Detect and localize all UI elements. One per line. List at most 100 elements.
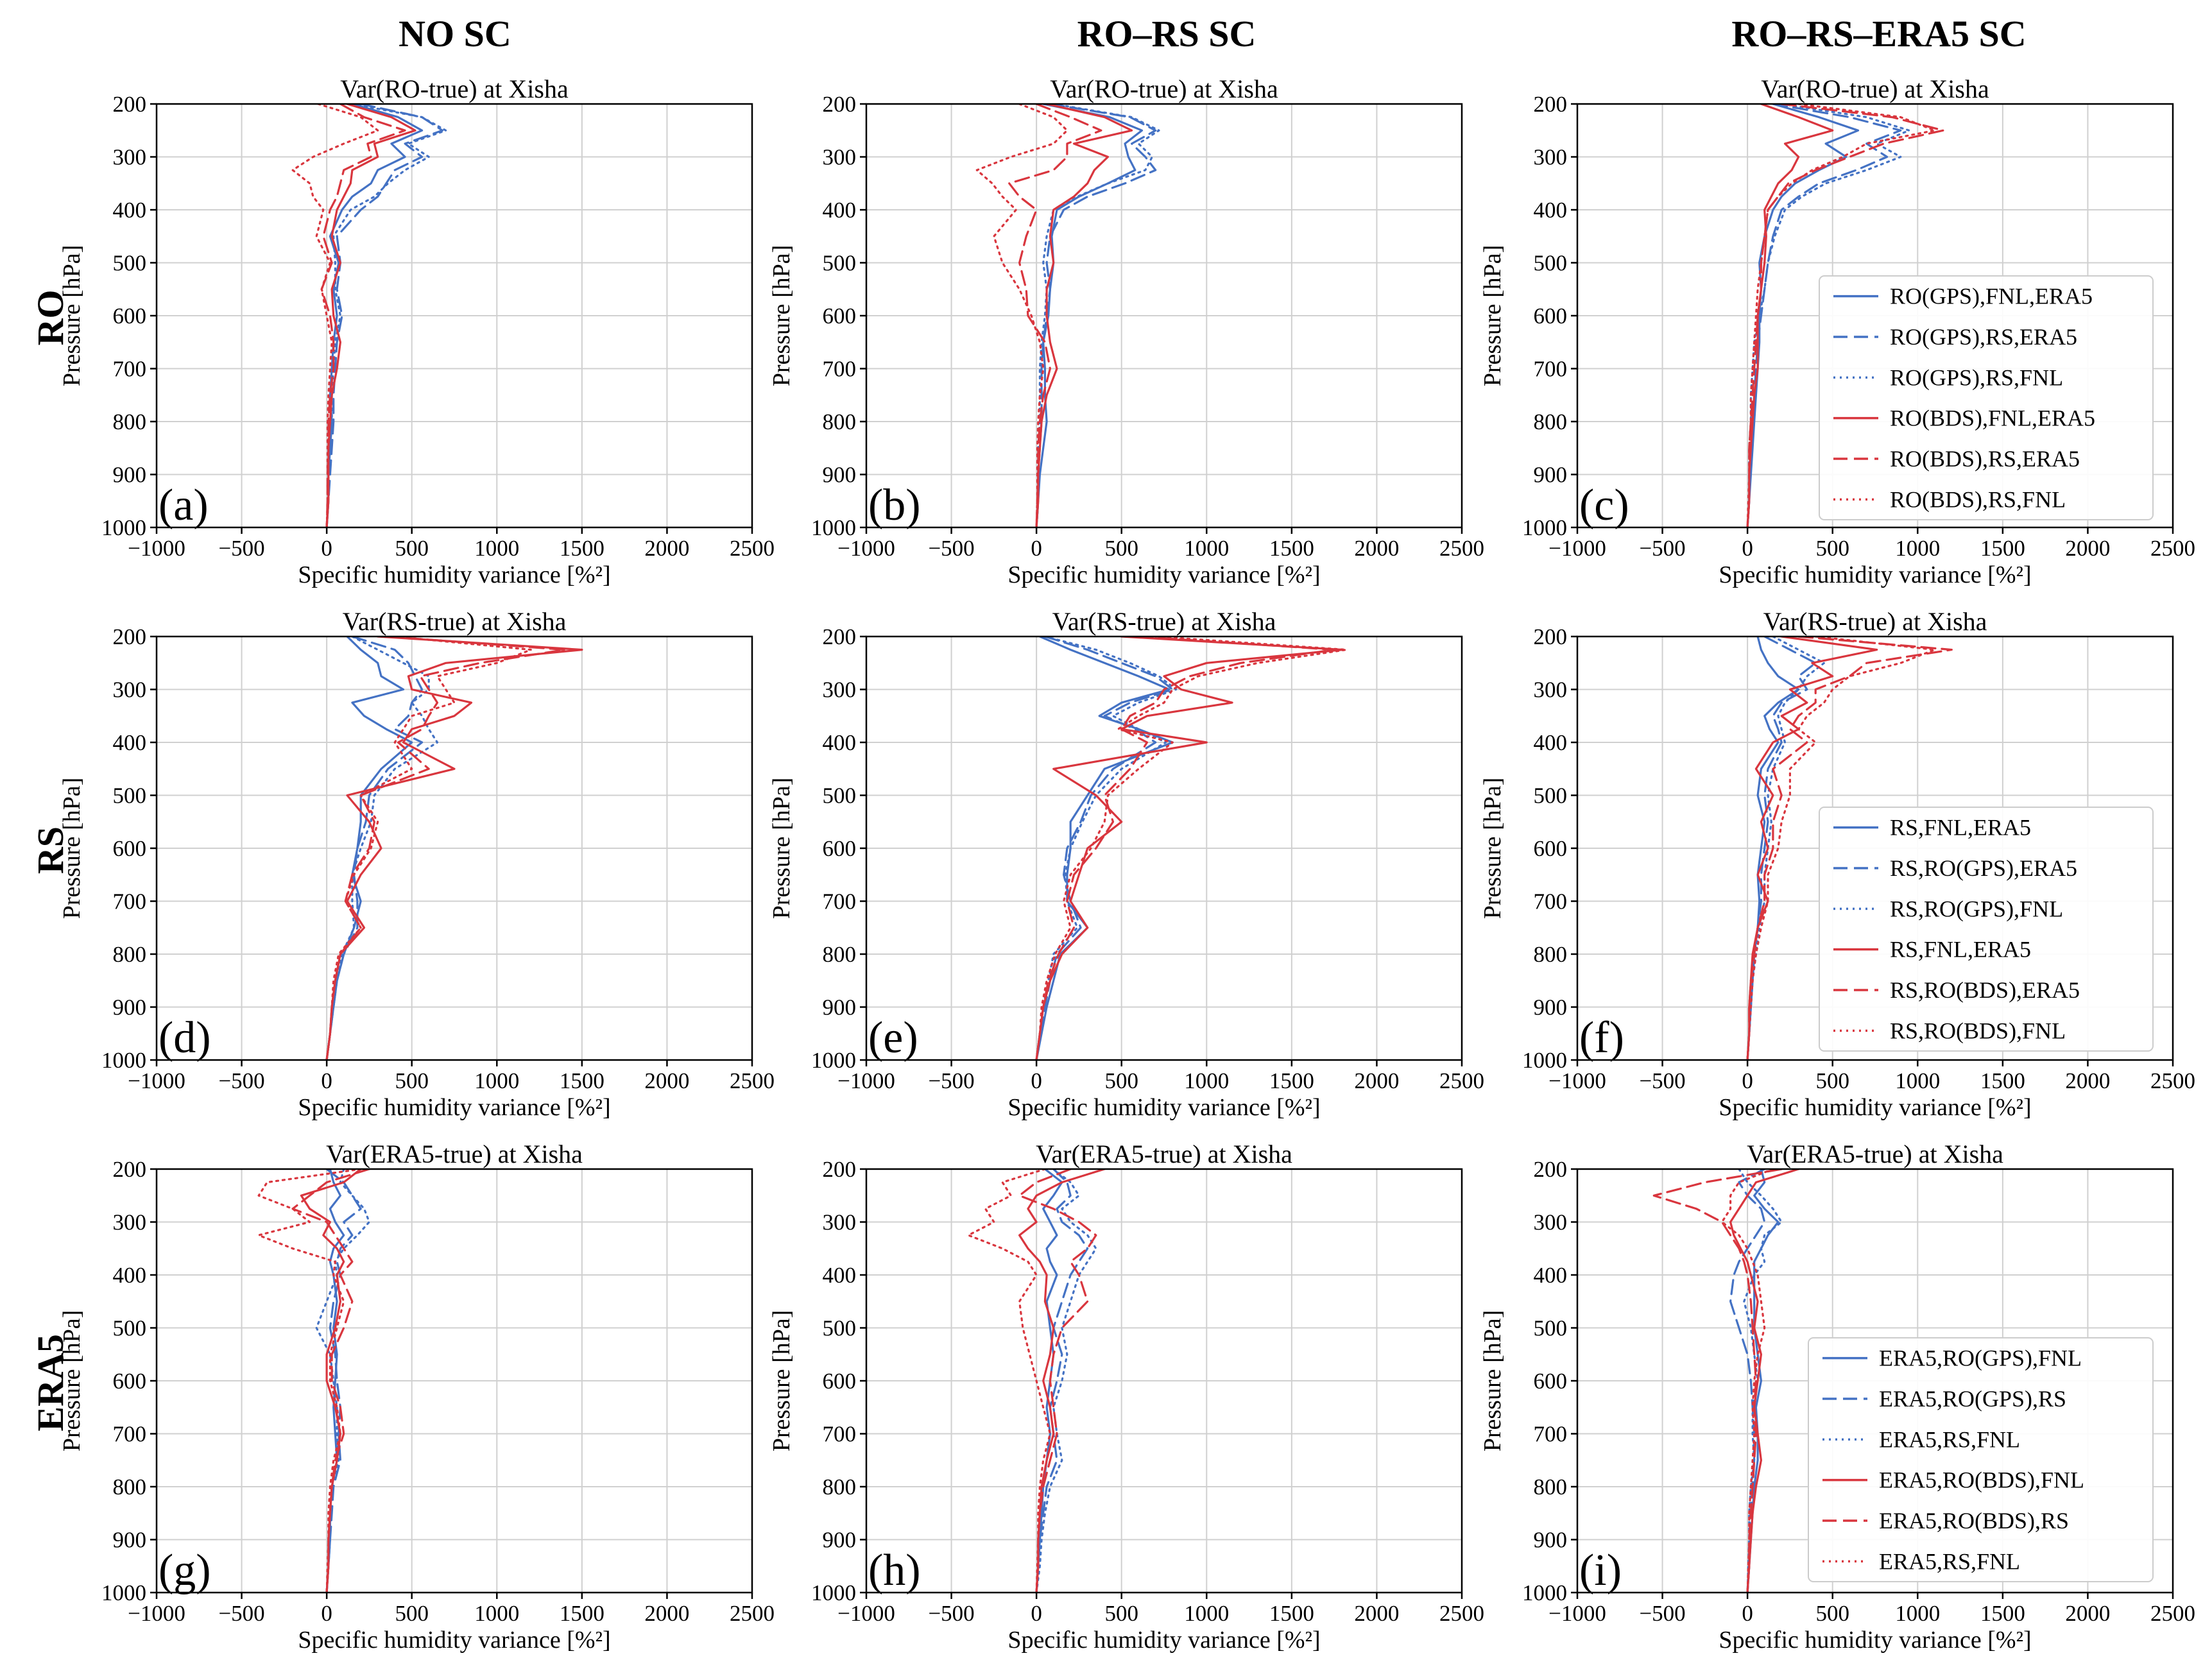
panel-4: −1000 −500 0 500 1000 1500 2000 2500 200 300 400 50… xyxy=(58,607,775,1121)
x-tick-label: 0 xyxy=(1031,1068,1042,1093)
series-line-5 xyxy=(1746,637,1953,1060)
y-tick-label: 600 xyxy=(113,303,147,329)
y-tick-label: 800 xyxy=(1534,409,1568,434)
series-group xyxy=(325,637,583,1060)
series-line-6 xyxy=(291,104,379,527)
x-tick-label: 2000 xyxy=(2065,536,2110,561)
legend-label: RO(GPS),FNL,ERA5 xyxy=(1890,284,2093,309)
panel-label: (h) xyxy=(868,1546,921,1595)
x-tick-label: 500 xyxy=(1815,536,1849,561)
y-tick-label: 400 xyxy=(113,198,147,223)
series-group xyxy=(257,1169,371,1593)
series-line-6 xyxy=(975,104,1068,527)
series-line-1 xyxy=(1035,1169,1063,1593)
x-tick-label: 500 xyxy=(1104,536,1138,561)
x-tick-label: 2500 xyxy=(1439,1601,1484,1626)
y-tick-label: 600 xyxy=(1534,836,1568,861)
x-tick-label: 0 xyxy=(1742,536,1753,561)
panel-2: −1000 −500 0 500 1000 1500 2000 2500 200 300 400 50… xyxy=(768,74,1484,588)
x-tick-label: 2500 xyxy=(2150,1068,2195,1093)
x-tick-label: 1500 xyxy=(560,536,604,561)
panel-label: (i) xyxy=(1579,1546,1622,1595)
y-tick-label: 200 xyxy=(113,1157,147,1182)
x-tick-label: −1000 xyxy=(837,1068,895,1093)
y-tick-label: 700 xyxy=(113,889,147,914)
series-group xyxy=(975,104,1160,527)
panel-label: (g) xyxy=(159,1546,211,1595)
y-tick-label: 900 xyxy=(1534,995,1568,1020)
series-line-6 xyxy=(257,1169,362,1593)
y-tick-label: 300 xyxy=(113,145,147,170)
panel-title: Var(RO-true) at Xisha xyxy=(1050,74,1278,103)
x-tick-label: −1000 xyxy=(837,536,895,561)
y-tick-label: 600 xyxy=(823,836,857,861)
y-tick-label: 700 xyxy=(1534,889,1568,914)
y-tick-label: 700 xyxy=(823,357,857,382)
panel-6: −1000 −500 0 500 1000 1500 2000 2500 200 300 400 50… xyxy=(1479,607,2195,1121)
panel-9: −1000 −500 0 500 1000 1500 2000 2500 200 300 400 50… xyxy=(1479,1140,2195,1654)
y-tick-label: 400 xyxy=(1534,198,1568,223)
x-tick-label: 500 xyxy=(1815,1068,1849,1093)
y-tick-label: 200 xyxy=(823,624,857,649)
x-tick-label: 2500 xyxy=(1439,1068,1484,1093)
x-tick-label: 1000 xyxy=(474,1601,519,1626)
legend-label: ERA5,RS,FNL xyxy=(1879,1548,2020,1574)
x-tick-label: −1000 xyxy=(128,1068,185,1093)
x-axis-label: Specific humidity variance [%²] xyxy=(1719,561,2031,588)
x-tick-label: 0 xyxy=(1031,1601,1042,1626)
x-tick-label: 1000 xyxy=(1184,536,1229,561)
y-tick-label: 500 xyxy=(113,1316,147,1341)
panel-title: Var(RO-true) at Xisha xyxy=(340,74,569,103)
x-tick-label: −500 xyxy=(218,1601,264,1626)
series-group xyxy=(1746,104,1944,527)
y-tick-label: 1000 xyxy=(811,1580,856,1605)
x-axis-label: Specific humidity variance [%²] xyxy=(1719,1627,2031,1654)
series-line-3 xyxy=(325,104,447,527)
x-tick-label: 2000 xyxy=(1354,1068,1399,1093)
y-axis-label: Pressure [hPa] xyxy=(768,778,795,919)
x-tick-label: 0 xyxy=(1742,1068,1753,1093)
x-tick-label: 1500 xyxy=(1980,1601,2025,1626)
y-tick-label: 800 xyxy=(1534,1474,1568,1500)
panels-group: −1000 −500 0 500 1000 1500 2000 250020030040050… xyxy=(58,74,2195,1654)
panel-title: Var(RS-true) at Xisha xyxy=(1763,607,1987,636)
x-tick-label: 1500 xyxy=(1269,1601,1314,1626)
series-line-1 xyxy=(1746,104,1860,527)
column-title-1: NO SC xyxy=(399,13,511,55)
panel-7: −1000 −500 0 500 1000 1500 2000 2500 200 300 400 50… xyxy=(58,1140,775,1654)
y-tick-label: 300 xyxy=(1534,678,1568,703)
x-tick-label: 500 xyxy=(1815,1601,1849,1626)
y-tick-label: 600 xyxy=(1534,303,1568,329)
series-group xyxy=(291,104,447,527)
y-tick-label: 200 xyxy=(113,624,147,649)
legend-label: ERA5,RO(BDS),FNL xyxy=(1879,1467,2084,1493)
series-line-5 xyxy=(325,637,566,1060)
row-label-1: RO xyxy=(30,290,71,346)
legend-label: RO(BDS),RS,ERA5 xyxy=(1890,446,2080,472)
series-line-6 xyxy=(1746,104,1936,527)
series-line-5 xyxy=(1018,1169,1097,1593)
x-tick-label: 2500 xyxy=(730,1068,775,1093)
y-tick-label: 300 xyxy=(113,678,147,703)
y-tick-label: 700 xyxy=(1534,1422,1568,1447)
x-tick-label: 2000 xyxy=(2065,1601,2110,1626)
y-tick-label: 200 xyxy=(113,92,147,117)
series-line-4 xyxy=(1746,104,1834,527)
panel-title: Var(ERA5-true) at Xisha xyxy=(326,1140,583,1168)
panel-label: (c) xyxy=(1579,481,1629,530)
legend: RS,FNL,ERA5 RS,RO(GPS),ERA5 RS,RO(GPS),FNL… xyxy=(1819,807,2154,1052)
y-axis-label: Pressure [hPa] xyxy=(768,245,795,387)
x-tick-label: 500 xyxy=(395,1601,429,1626)
y-tick-label: 1000 xyxy=(101,1580,146,1605)
y-tick-label: 600 xyxy=(113,1369,147,1394)
y-tick-label: 700 xyxy=(1534,357,1568,382)
y-tick-label: 900 xyxy=(1534,463,1568,488)
y-tick-label: 1000 xyxy=(101,515,146,540)
column-title-2: RO–RS SC xyxy=(1077,13,1256,55)
x-tick-label: −500 xyxy=(218,536,264,561)
legend: RO(GPS),FNL,ERA5 RO(GPS),RS,ERA5 RO(GPS),R… xyxy=(1819,275,2154,520)
series-line-2 xyxy=(325,1169,362,1593)
y-tick-label: 300 xyxy=(823,1210,857,1235)
y-tick-label: 200 xyxy=(823,92,857,117)
y-tick-label: 500 xyxy=(113,783,147,808)
